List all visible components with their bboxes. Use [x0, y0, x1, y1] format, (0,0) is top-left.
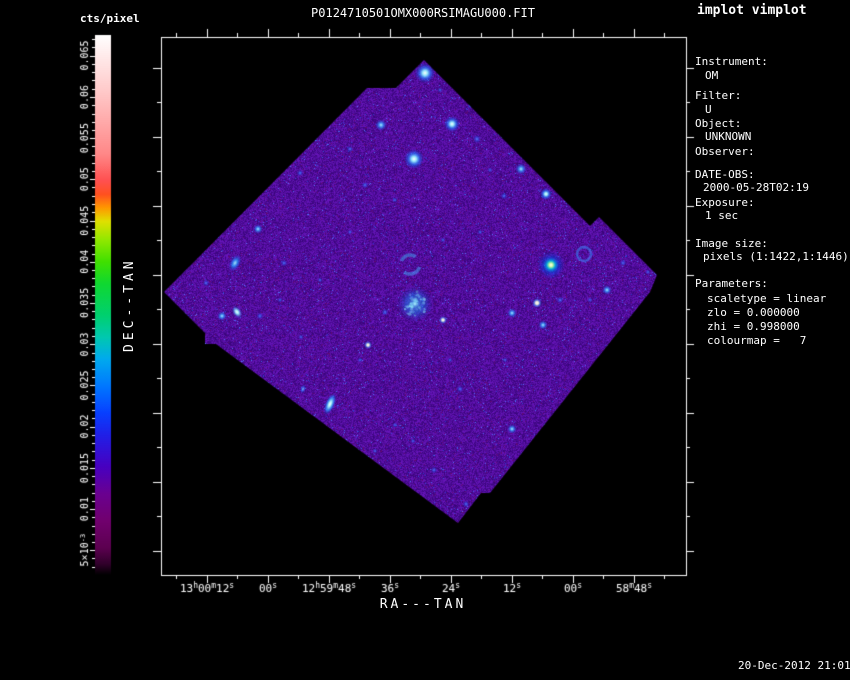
app-window: P0124710501OMX000RSIMAGU000.FIT implot v…	[0, 0, 850, 680]
status-timestamp: 20-Dec-2012 21:01	[738, 659, 850, 672]
x-axis-label: RA---TAN	[160, 597, 686, 612]
y-axis-label: DEC--TAN	[122, 257, 137, 352]
colorbar-title: cts/pixel	[80, 12, 140, 25]
plot-title: P0124710501OMX000RSIMAGU000.FIT	[160, 6, 686, 20]
app-title: implot vimplot	[697, 3, 807, 18]
